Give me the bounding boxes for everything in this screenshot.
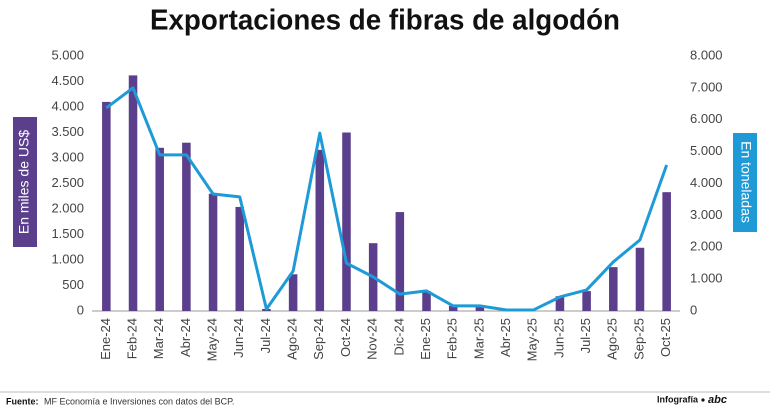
x-tick-label: Jun-25: [551, 318, 566, 358]
y2-tick-label: 7.000: [690, 79, 723, 94]
x-tick-label: Ene-24: [98, 318, 113, 360]
x-tick-label: Feb-25: [445, 318, 460, 359]
y2-axis-box: [733, 133, 757, 232]
y-tick-label: 1.500: [51, 226, 84, 241]
x-tick-label: Ago-25: [605, 318, 620, 360]
bar: [635, 247, 645, 311]
x-tick-label: Sep-25: [631, 318, 646, 360]
y-tick-label: 5.000: [51, 47, 84, 62]
bar: [102, 101, 111, 312]
y-tick-label: 0: [77, 302, 84, 317]
y2-tick-label: 0: [690, 302, 697, 317]
x-tick-label: Ago-24: [285, 318, 300, 360]
y-tick-label: 3.000: [51, 149, 84, 164]
y-axis-label: En miles de US$: [16, 130, 32, 234]
x-tick-label: Mar-24: [151, 318, 166, 359]
line: [105, 86, 669, 312]
y2-axis-label: En toneladas: [738, 141, 754, 223]
source-label: Fuente:: [6, 396, 39, 406]
y-tick-label: 4.000: [51, 98, 84, 113]
credit: Infografía: [657, 394, 699, 404]
bar: [128, 75, 138, 311]
x-tick-label: Oct-25: [658, 318, 673, 357]
x-tick-label: Dic-24: [391, 318, 406, 356]
y2-tick-label: 6.000: [690, 111, 723, 126]
bar: [609, 267, 618, 311]
y-tick-label: 2.000: [51, 200, 84, 215]
bar: [235, 206, 245, 311]
chart-title: Exportaciones de fibras de algodón: [150, 5, 620, 37]
bar: [475, 305, 485, 311]
y-tick-label: 500: [62, 277, 84, 292]
y2-tick-label: 2.000: [690, 239, 723, 254]
x-tick-label: Oct-24: [338, 318, 353, 357]
x-tick-label: Abr-25: [498, 318, 513, 357]
logo: abc: [708, 394, 727, 406]
x-tick-label: Nov-24: [365, 318, 380, 360]
x-tick-label: May-24: [205, 318, 220, 361]
x-tick-label: May-25: [525, 318, 540, 361]
bar: [288, 274, 298, 311]
x-tick-label: Feb-24: [124, 318, 139, 359]
x-tick-label: Abr-24: [178, 318, 193, 357]
y2-tick-label: 4.000: [690, 175, 723, 190]
bar: [422, 291, 431, 311]
bar: [315, 149, 325, 311]
x-tick-label: Mar-25: [471, 318, 486, 359]
y2-tick-label: 5.000: [690, 143, 723, 158]
bar: [448, 305, 458, 311]
y-tick-label: 4.500: [51, 73, 84, 88]
bar: [582, 291, 591, 311]
y-tick-label: 2.500: [51, 175, 84, 190]
bar: [395, 212, 405, 311]
credit-dot: [701, 398, 705, 402]
bar: [182, 142, 191, 311]
y2-tick-label: 8.000: [690, 47, 723, 62]
y-tick-label: 1.000: [51, 251, 84, 266]
x-tick-label: Sep-24: [311, 318, 326, 360]
y2-tick-label: 3.000: [690, 207, 723, 222]
bar: [342, 132, 351, 311]
y2-tick-label: 1.000: [690, 271, 723, 286]
bar: [555, 296, 565, 311]
y-axis-box: [13, 117, 37, 247]
x-tick-label: Ene-25: [418, 318, 433, 360]
bar: [208, 193, 218, 311]
bar: [662, 192, 671, 311]
x-tick-label: Jul-25: [578, 318, 593, 353]
x-tick-label: Jun-24: [231, 318, 246, 358]
x-tick-label: Jul-24: [258, 318, 273, 353]
source: MF Economía e Inversiones con datos del …: [44, 396, 234, 406]
bar: [155, 147, 164, 311]
y-tick-label: 3.500: [51, 124, 84, 139]
